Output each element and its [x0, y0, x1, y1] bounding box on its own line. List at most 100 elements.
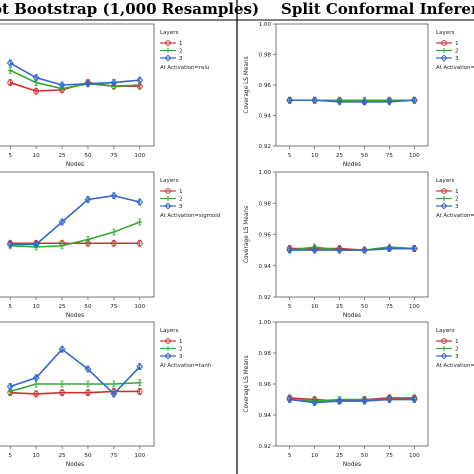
- x-tick-label: 10: [311, 304, 319, 310]
- data-point-marker-3: [311, 399, 319, 407]
- data-point-marker-1: [136, 240, 143, 247]
- x-tick-label: 25: [336, 304, 344, 310]
- data-point-marker-3: [6, 382, 14, 390]
- plot-frame: [275, 23, 429, 147]
- legend-label: 3: [455, 56, 459, 62]
- data-point-marker-3: [385, 395, 393, 404]
- x-tick-label: 100: [409, 153, 420, 159]
- legend-marker: [441, 40, 447, 46]
- data-point-marker-3: [360, 246, 368, 254]
- x-tick-label: 50: [84, 304, 92, 310]
- x-tick-label: 50: [84, 453, 92, 459]
- data-point-marker-3: [286, 96, 294, 104]
- y-tick-label: 0.96: [259, 233, 272, 239]
- legend-marker: [440, 54, 448, 62]
- y-axis-label: Coverage LS Means: [244, 56, 250, 113]
- data-point-marker-3: [311, 96, 319, 104]
- x-axis-label: Nodes: [66, 162, 84, 168]
- series-line-1: [10, 390, 140, 395]
- legend-marker: [440, 352, 448, 360]
- y-tick-label: 0.94: [259, 413, 272, 419]
- x-tick-label: 5: [288, 304, 292, 310]
- y-tick-label: 1.00: [259, 22, 272, 28]
- data-point-marker-2: [59, 243, 65, 249]
- legend-label: 2: [179, 49, 183, 55]
- x-tick-label: 100: [134, 453, 145, 459]
- y-tick-label: 0.92: [259, 144, 271, 150]
- legend-marker: [165, 346, 171, 351]
- x-tick-label: 75: [110, 304, 118, 310]
- series-line-3: [289, 247, 415, 251]
- activation-annotation: At Activation=relu: [436, 65, 474, 71]
- data-point-marker-2: [111, 381, 117, 387]
- x-tick-label: 10: [311, 453, 319, 459]
- activation-annotation: At Activation=sigmoid: [160, 213, 220, 219]
- series-line-3: [289, 398, 415, 404]
- data-point-marker-3: [6, 59, 14, 67]
- legend-marker: [165, 338, 171, 344]
- series-line-3: [9, 62, 140, 86]
- data-point-marker-3: [336, 98, 344, 106]
- data-point-marker-3: [32, 74, 40, 82]
- data-point-marker-3: [360, 98, 368, 106]
- x-axis-label: Nodes: [343, 162, 361, 168]
- panel-right-sigmoid: 5 10 25 50 75 100 Nodes 0.92 0.94 0.96 0.98 1.00 Cov…: [244, 170, 474, 319]
- x-tick-label: 75: [386, 453, 394, 459]
- data-point-marker-1: [33, 391, 40, 397]
- y-tick-label: 0.94: [259, 264, 272, 270]
- data-point-marker-3: [32, 240, 40, 249]
- legend-marker: [440, 202, 448, 210]
- data-point-marker-3: [286, 395, 294, 404]
- data-point-marker-3: [360, 397, 368, 405]
- legend-marker: [164, 202, 172, 210]
- x-tick-label: 100: [409, 453, 420, 459]
- y-tick-label: 0.94: [259, 114, 272, 120]
- right-column-header: Split Conformal Inference: [281, 0, 474, 18]
- data-point-marker-1: [110, 240, 117, 247]
- legend-title: Layers: [160, 30, 179, 36]
- x-tick-label: 100: [409, 304, 420, 310]
- data-point-marker-3: [410, 395, 418, 404]
- legend-title: Layers: [436, 30, 455, 36]
- x-axis-label: Nodes: [66, 462, 84, 468]
- x-tick-label: 25: [58, 304, 66, 310]
- legend-label: 2: [455, 347, 459, 353]
- data-point-marker-2: [111, 229, 117, 235]
- y-axis-label: Coverage LS Means: [244, 355, 250, 412]
- data-point-marker-1: [33, 88, 40, 94]
- legend-title: Layers: [160, 178, 179, 184]
- series-line-3: [9, 348, 141, 396]
- y-tick-label: 0.92: [259, 295, 271, 301]
- data-point-marker-3: [6, 240, 14, 249]
- activation-annotation: At Activation=relu: [160, 65, 209, 71]
- data-point-marker-3: [84, 80, 92, 88]
- data-point-marker-3: [84, 195, 92, 204]
- legend-marker: [441, 188, 447, 194]
- data-point-marker-2: [137, 380, 143, 386]
- data-point-marker-3: [385, 98, 393, 106]
- legend-label: 2: [179, 197, 183, 203]
- data-point-marker-3: [336, 246, 344, 254]
- data-point-marker-2: [85, 237, 91, 242]
- activation-annotation: At Activation=tanh: [436, 363, 474, 369]
- data-point-marker-3: [136, 76, 144, 84]
- legend-marker: [441, 196, 447, 201]
- y-tick-label: 1.00: [259, 320, 272, 326]
- x-tick-label: 75: [110, 453, 118, 459]
- x-tick-label: 10: [311, 153, 319, 159]
- x-tick-label: 25: [58, 153, 66, 159]
- legend-marker: [165, 196, 171, 201]
- legend-label: 2: [455, 49, 459, 55]
- panel-right-relu: 5 10 25 50 75 100 Nodes 0.92 0.94 0.96 0.98 1.00 Cov…: [244, 22, 474, 168]
- legend-title: Layers: [436, 178, 455, 184]
- data-point-marker-2: [7, 67, 13, 73]
- x-tick-label: 5: [8, 304, 12, 310]
- x-tick-label: 75: [110, 153, 118, 159]
- data-point-marker-1: [85, 389, 91, 396]
- legend-label: 1: [455, 339, 459, 345]
- legend-marker: [165, 40, 171, 46]
